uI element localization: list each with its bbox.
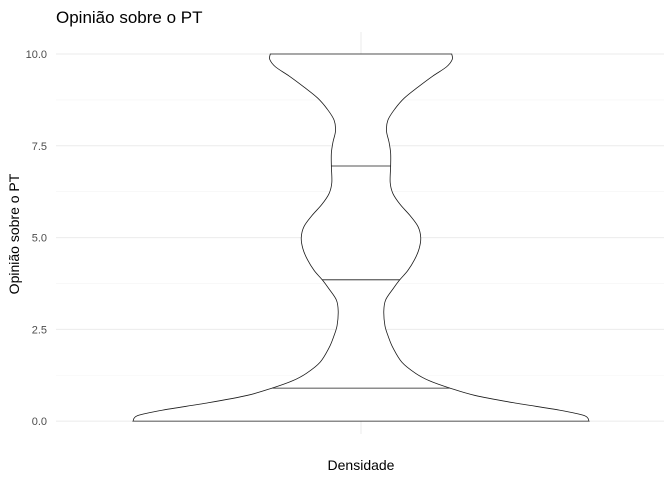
y-axis-ticks: 0.0 2.5 5.0 7.5 10.0 — [26, 49, 47, 428]
y-tick-label: 10.0 — [26, 49, 47, 61]
y-tick-label: 5.0 — [32, 233, 47, 245]
violin-layer — [132, 53, 590, 422]
chart-title: Opinião sobre o PT — [56, 8, 202, 27]
violin-body — [132, 53, 590, 422]
x-axis-title: Densidade — [328, 457, 395, 473]
y-tick-label: 2.5 — [32, 324, 47, 336]
y-tick-label: 0.0 — [32, 416, 47, 428]
y-axis-title: Opinião sobre o PT — [6, 173, 22, 294]
y-tick-label: 7.5 — [32, 141, 47, 153]
